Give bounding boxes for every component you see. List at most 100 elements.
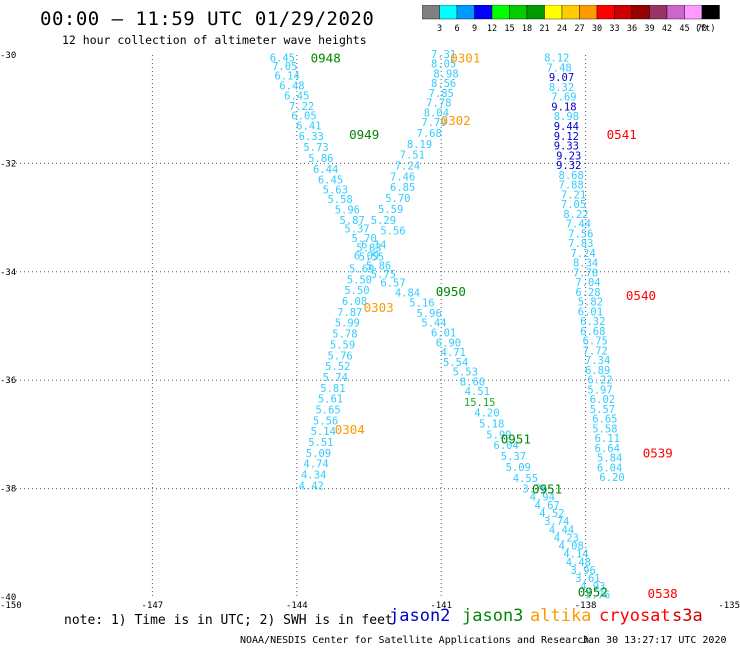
wave-height-label: 15.15 [464,397,496,409]
wave-height-label: 7.51 [400,150,425,162]
wave-height-label: 5.09 [506,462,531,474]
pass-time-label: 0950 [436,284,466,299]
wave-height-label: 5.81 [320,383,345,395]
wave-height-label: 6.45 [318,175,343,187]
y-tick-label: -40 [0,593,16,603]
wave-height-label: 4.23 [554,532,579,544]
colorbar-tick-label: 21 [539,24,549,34]
wave-height-label: 5.29 [371,215,396,227]
footer-timestamp: Jan 30 13:27:17 UTC 2020 [582,635,727,646]
wave-height-label: 8.32 [549,82,574,94]
colorbar-tick-label: 3 [437,24,442,34]
pass-time-label: 0541 [607,127,637,142]
wave-height-label: 3.61 [575,573,600,585]
colorbar-tick-label: 27 [574,24,584,34]
wave-height-label: 5.78 [332,329,357,341]
wave-height-label: 7.04 [575,277,600,289]
wave-height-label: 5.96 [417,308,442,320]
page-title: 00:00 – 11:59 UTC 01/29/2020 [40,8,375,30]
wave-height-label: 5.75 [371,269,396,281]
wave-height-label: 7.46 [390,171,415,183]
wave-height-label: 7.05 [272,61,297,73]
wave-height-label: 5.56 [313,415,338,427]
wave-height-label: 8.05 [431,59,456,71]
wave-height-label: 4.08 [559,541,584,553]
x-tick-label: -138 [575,601,597,610]
wave-height-label: 5.61 [318,394,343,406]
wave-height-label: 6.45 [284,91,309,103]
pass-time-label: 0951 [532,482,562,497]
wave-height-label: 5.96 [335,204,360,216]
y-tick-label: -34 [0,268,16,278]
wave-height-label: 6.64 [595,443,620,455]
wave-height-label: 7.68 [417,128,442,140]
wave-height-label: 5.99 [335,318,360,330]
wave-height-label: 8.12 [544,53,569,65]
wave-height-label: 5.50 [344,285,369,297]
colorbar-tick-label: 36 [627,24,637,34]
wave-height-label: 7.56 [568,228,593,240]
satellite-legend-jason3: jason3 [462,606,524,626]
color-scale-legend: 3 6 9 12 15 18 21 24 27 30 33 36 39 42 45 70(ft) [422,5,720,34]
wave-height-label: 5.55 [359,252,384,264]
wave-height-label: 4.84 [395,287,420,299]
colorbar-swatch [701,5,720,20]
wave-height-label: 8.34 [573,258,598,270]
colorbar-tick-label: 33 [609,24,619,34]
wave-height-label: 5.59 [378,204,403,216]
wave-height-label: 8.04 [424,107,449,119]
wave-height-label: 6.32 [580,316,605,328]
wave-height-label: 7.72 [583,345,608,357]
pass-time-label: 0951 [501,432,531,447]
wave-height-label: 7.69 [551,92,576,104]
wave-height-label: 7.24 [395,161,420,173]
wave-height-label: 5.50 [347,274,372,286]
wave-height-label: 6.90 [436,337,461,349]
x-tick-label: -135 [718,601,740,610]
wave-height-label: 5.74 [323,372,348,384]
x-tick-label: -141 [430,601,452,610]
y-tick-label: -30 [0,51,16,61]
wave-height-label: 7.44 [566,219,591,231]
wave-height-label: 7.05 [561,199,586,211]
wave-height-label: 5.70 [385,193,410,205]
wave-height-label: 5.84 [597,453,622,465]
wave-height-label: 5.69 [349,264,374,276]
pass-time-label: 0303 [364,300,394,315]
pass-time-label: 0538 [648,586,678,601]
colorbar-tick-label: 15 [504,24,514,34]
wave-height-label: 6.68 [580,326,605,338]
wave-height-label: 6.09 [354,251,379,263]
wave-height-label: 4.20 [474,408,499,420]
wave-height-label: 5.44 [421,318,446,330]
wave-height-label: 9.12 [554,131,579,143]
wave-height-label: 7.78 [426,98,451,110]
wave-height-label: 4.14 [563,549,588,561]
wave-height-label: 6.14 [361,240,386,252]
wave-height-label: 9.18 [551,101,576,113]
wave-height-label: 6.44 [313,164,338,176]
wave-height-label: 5.56 [380,226,405,238]
wave-height-label: 5.97 [587,384,612,396]
wave-height-label: 5.18 [479,419,504,431]
wave-height-label: 6.89 [585,365,610,377]
wave-height-label: 5.37 [344,223,369,235]
wave-height-label: 7.22 [289,101,314,113]
wave-height-label: 5.52 [325,361,350,373]
wave-height-label: 6.14 [275,71,300,83]
wave-height-label: 5.14 [311,426,336,438]
wave-height-label: 4.44 [549,524,574,536]
wave-height-label: 5.83 [356,242,381,254]
wave-height-label: 5.54 [443,357,468,369]
colorbar-tick-label: 12 [487,24,497,34]
pass-time-label: 0304 [335,422,365,437]
wave-height-label: 5.76 [327,350,352,362]
wave-height-label: 5.65 [315,404,340,416]
wave-height-label: 5.86 [366,260,391,272]
footer-credit: NOAA/NESDIS Center for Satellite Applica… [240,635,590,646]
wave-height-label: 4.55 [513,473,538,485]
y-tick-label: -32 [0,159,16,169]
wave-height-label: 7.83 [568,238,593,250]
wave-height-label: 9.44 [554,121,579,133]
wave-height-label: 6.28 [575,287,600,299]
